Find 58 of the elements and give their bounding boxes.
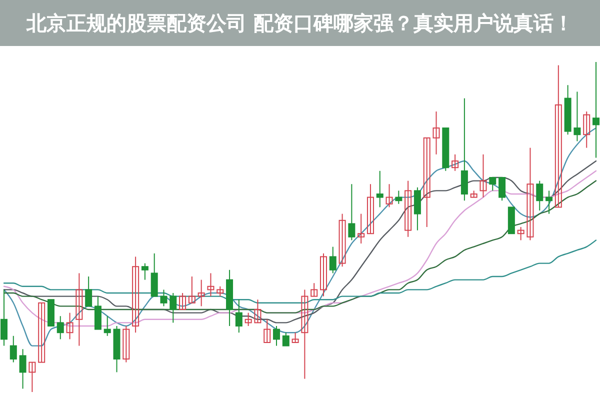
candlestick: [273, 326, 280, 346]
candlestick: [366, 184, 374, 234]
candlestick: [66, 312, 74, 340]
candlestick: [207, 272, 214, 297]
candlestick: [432, 111, 440, 155]
candlestick: [592, 62, 600, 158]
candlestick: [546, 190, 553, 214]
candlestick: [244, 312, 252, 326]
candlestick: [480, 154, 487, 198]
candlestick: [141, 262, 148, 280]
candlestick: [320, 252, 327, 297]
candlestick: [104, 316, 111, 336]
candlestick: [150, 252, 158, 297]
chart-title: 北京正规的股票配资公司 配资口碑哪家强？真实用户说真话！: [26, 11, 574, 35]
candlestick: [395, 190, 402, 204]
candlestick: [264, 318, 271, 343]
candlestick: [94, 296, 102, 330]
candlestick: [452, 154, 459, 172]
candlestick: [188, 276, 196, 304]
candlestick: [489, 177, 496, 192]
candlestick: [536, 180, 544, 211]
candlestick: [292, 332, 299, 343]
candlestick: [348, 184, 356, 241]
candlestick: [10, 335, 17, 363]
candlestick: [301, 289, 308, 380]
candlestick: [338, 213, 346, 268]
candlestick: [386, 184, 393, 208]
candlestick: [583, 111, 590, 148]
candlestick: [498, 177, 506, 202]
candlestick: [198, 279, 205, 307]
candlestick: [132, 256, 140, 334]
candlestick: [460, 98, 468, 202]
candlestick: [554, 64, 562, 208]
candlestick: [160, 289, 168, 307]
candlestick: [76, 272, 83, 346]
candlestick: [329, 246, 336, 274]
candlestick: [517, 226, 524, 241]
candlestick: [170, 292, 177, 324]
candlestick: [19, 348, 26, 390]
candlestick: [376, 170, 384, 208]
candlestick: [358, 213, 365, 244]
candlestick: [38, 302, 46, 363]
candlestick: [28, 362, 36, 392]
candlestick: [235, 299, 242, 334]
candlestick: [179, 292, 186, 310]
candlestick: [310, 282, 318, 297]
candlestick: [282, 332, 290, 346]
candlestick: [56, 316, 64, 340]
candlestick: [526, 147, 534, 241]
candlestick: [216, 286, 224, 297]
candlestick: [574, 91, 581, 142]
candlestick: [404, 180, 412, 238]
candlestick: [122, 326, 130, 363]
candlestick: [254, 299, 262, 324]
candlestick: [85, 276, 92, 307]
candlestick: [0, 289, 8, 346]
candlestick: [423, 137, 430, 228]
candlestick: [414, 186, 421, 231]
